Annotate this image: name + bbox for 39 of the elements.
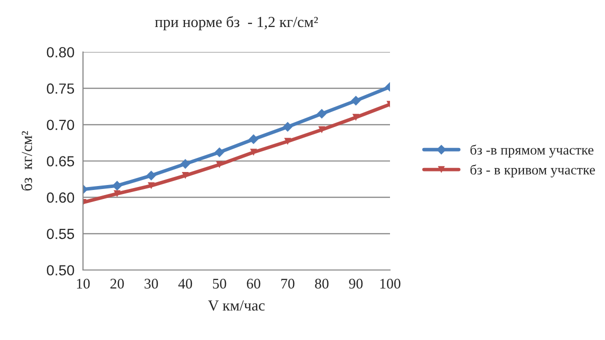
y-tick-label: 0.65	[46, 156, 74, 166]
point	[282, 122, 293, 132]
y-tick-label: 0.75	[46, 83, 74, 94]
y-tick-label: 0.50	[46, 265, 74, 276]
x-tick-label: 90	[349, 278, 363, 289]
point	[180, 158, 190, 169]
point	[350, 96, 361, 106]
line-series	[83, 100, 390, 206]
point	[284, 138, 292, 145]
x-tick-label: 10	[76, 278, 90, 289]
point	[182, 172, 189, 180]
point	[112, 180, 122, 191]
point	[114, 190, 121, 198]
x-tick-label: 40	[178, 278, 192, 289]
y-tick-label: 0.60	[46, 192, 74, 203]
point	[146, 170, 156, 180]
legend-label: бз - в кривом участке	[470, 164, 595, 178]
x-tick-label: 50	[213, 278, 226, 289]
point	[316, 108, 327, 119]
point	[216, 161, 223, 168]
x-tick-label: 20	[110, 278, 124, 289]
y-tick-label: 0.55	[46, 228, 74, 240]
x-tick-label: 60	[246, 278, 260, 289]
x-tick-label: 80	[315, 278, 329, 289]
point	[250, 148, 258, 156]
point	[318, 126, 326, 134]
chart-title: при норме бз - 1,2 кг/см²	[155, 16, 318, 30]
point	[148, 182, 155, 190]
y-tick-label: 0.80	[46, 47, 74, 58]
y-tick-label: 0.70	[46, 120, 74, 130]
x-tick-label: 100	[380, 278, 400, 289]
point	[248, 134, 258, 144]
x-tick-label: 70	[281, 278, 294, 289]
point	[352, 114, 360, 121]
y-axis-title: бз кг/см²	[20, 131, 32, 190]
x-axis-title: V км/час	[208, 300, 265, 311]
x-tick-label: 30	[144, 278, 158, 289]
legend-label: бз -в прямом участке	[470, 144, 594, 158]
point	[214, 147, 224, 158]
